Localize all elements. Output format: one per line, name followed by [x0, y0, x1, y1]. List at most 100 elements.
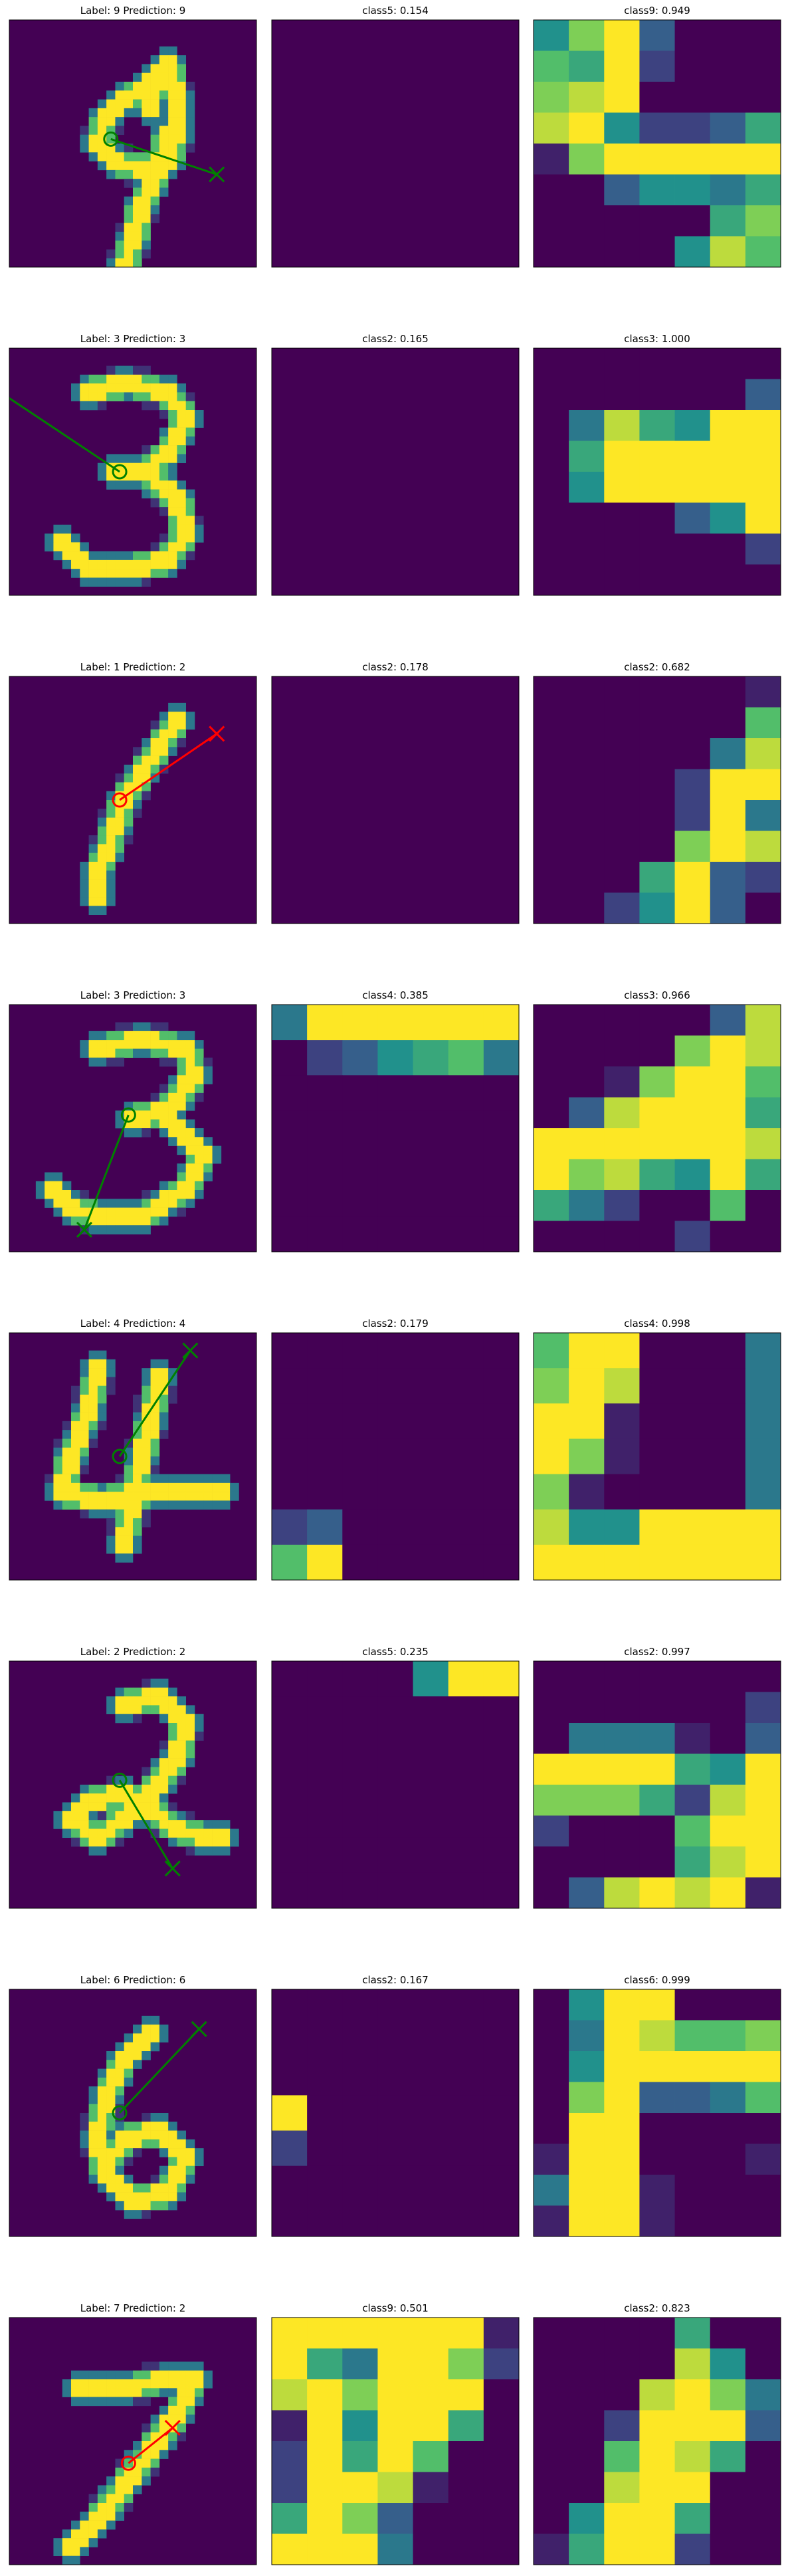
- digit-pixel: [97, 1509, 107, 1519]
- digit-pixel: [177, 2175, 187, 2184]
- digit-pixel: [80, 1482, 89, 1492]
- digit-pixel: [150, 1758, 160, 1767]
- digit-pixel: [168, 738, 177, 747]
- digit-pixel: [62, 1430, 72, 1439]
- digit-pixel: [106, 2077, 116, 2087]
- digit-pixel: [133, 161, 142, 171]
- digit-pixel: [168, 2361, 177, 2371]
- class-map-cell: [674, 2503, 711, 2534]
- digit-pixel: [159, 1749, 169, 1759]
- digit-pixel: [62, 1482, 72, 1492]
- digit-pixel: [88, 1820, 98, 1829]
- digit-pixel: [150, 55, 160, 64]
- class-map-cell: [307, 2503, 343, 2534]
- class-map-cell: [604, 1544, 640, 1581]
- class-map-cell: [534, 2082, 569, 2114]
- digit-pixel: [62, 2388, 72, 2397]
- digit-pixel: [133, 2033, 142, 2043]
- digit-pixel: [80, 1377, 89, 1387]
- class-map-cell: [272, 1181, 308, 1217]
- class-map-cell: [413, 1005, 449, 1040]
- class-map-cell: [639, 1509, 675, 1545]
- class-map-cell: [745, 441, 781, 472]
- class-map-cell: [604, 2113, 640, 2144]
- digit-pixel: [150, 1456, 160, 1466]
- class-map-cell: [639, 2503, 675, 2534]
- class-map-cell: [674, 502, 711, 534]
- figure-row: Label: 9 Prediction: 9 class5: 0.154 class…: [9, 5, 781, 268]
- digit-pixel: [106, 2148, 116, 2157]
- digit-pixel: [133, 2042, 142, 2052]
- class-map-cell: [342, 2533, 378, 2565]
- digit-pixel: [106, 1509, 116, 1519]
- class-map-cell: [604, 112, 640, 144]
- digit-pixel: [195, 1492, 204, 1501]
- digit-pixel: [124, 223, 134, 233]
- class-map-cells: [534, 1989, 781, 2237]
- digit-pixel: [133, 179, 142, 188]
- digit-pixel: [150, 542, 160, 551]
- class-map-cell: [674, 2113, 711, 2144]
- digit-pixel: [177, 1181, 187, 1191]
- class-map-frame: [271, 1004, 520, 1252]
- digit-pixel: [97, 1820, 107, 1829]
- digit-pixel: [133, 1714, 142, 1724]
- digit-pixel: [142, 205, 151, 215]
- digit-pixel: [168, 1119, 177, 1129]
- class-map-cell: [710, 472, 746, 503]
- digit-pixel: [62, 2379, 72, 2389]
- class-map-cell: [448, 1005, 484, 1040]
- digit-pixel: [133, 223, 142, 233]
- digit-pixel: [142, 108, 151, 118]
- digit-pixel: [80, 569, 89, 578]
- digit-pixel: [159, 1102, 169, 1111]
- digit-pixel: [97, 2104, 107, 2114]
- digit-pixel: [115, 1802, 125, 1812]
- class-map-cell: [674, 2205, 711, 2237]
- digit-pixel: [142, 2432, 151, 2442]
- digit-pixel: [159, 454, 169, 464]
- digit-pixel: [106, 835, 116, 844]
- digit-pixel: [71, 1500, 80, 1510]
- start-circle-marker: [112, 2105, 128, 2121]
- class-map-cell: [307, 2441, 343, 2472]
- digit-pixel: [106, 454, 116, 464]
- digit-pixel: [150, 1802, 160, 1812]
- digit-pixel: [115, 392, 125, 402]
- class-map-cell: [639, 2348, 675, 2380]
- digit-pixel: [97, 2397, 107, 2407]
- class-map-cell: [639, 1403, 675, 1439]
- digit-pixel: [150, 445, 160, 454]
- class-map-cell: [569, 2441, 605, 2472]
- class-map-cell: [413, 1216, 449, 1252]
- class-map-cell: [569, 1723, 605, 1754]
- class-map-cell: [272, 1333, 308, 1369]
- digit-pixel: [185, 507, 195, 516]
- class-map-cell: [569, 862, 605, 893]
- digit-pixel: [212, 1492, 222, 1501]
- digit-pixel: [159, 1377, 169, 1387]
- class-map-cells: [272, 676, 520, 924]
- digit-pixel: [80, 559, 89, 569]
- digit-pixel: [62, 1811, 72, 1821]
- figure-row: Label: 3 Prediction: 3 class4: 0.385 class…: [9, 989, 781, 1252]
- class-map-cell: [448, 2410, 484, 2442]
- class-map-cell: [272, 1544, 308, 1581]
- digit-pixel: [53, 1465, 63, 1474]
- class-map-cell: [604, 1753, 640, 1785]
- digit-pixel: [150, 82, 160, 91]
- class-map-cell: [483, 1544, 520, 1581]
- digit-pixel: [159, 1482, 169, 1492]
- digit-pixel: [53, 1492, 63, 1501]
- digit-pixel: [115, 2192, 125, 2202]
- digit-pixel: [106, 2379, 116, 2389]
- digit-pixel: [88, 126, 98, 136]
- digit-pixels: [53, 1678, 239, 1856]
- digit-pixel: [88, 2175, 98, 2184]
- cross-stroke: [164, 1860, 181, 1877]
- digit-pixel: [115, 551, 125, 561]
- digit-pixel: [133, 1509, 142, 1519]
- digit-pixel: [142, 72, 151, 82]
- digit-pixel: [71, 1829, 80, 1838]
- digit-pixel: [71, 2370, 80, 2380]
